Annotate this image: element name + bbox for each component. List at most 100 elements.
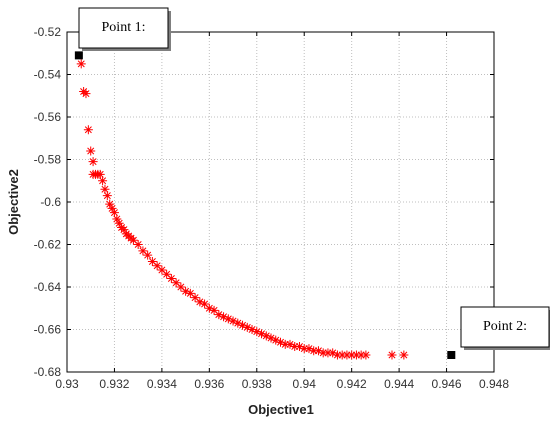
callout-box [78,7,169,49]
y-tick-label: -0.54 [34,68,62,82]
data-point [219,312,229,322]
y-tick-label: -0.52 [34,25,62,39]
x-tick-label: 0.938 [242,377,272,391]
callout-label: Point 1: [102,20,146,35]
data-point [304,344,314,354]
data-point [166,274,176,283]
data-point [309,346,319,356]
data-point [119,225,129,235]
data-point [112,214,122,224]
data-point [271,335,281,345]
data-point [152,261,162,271]
data-point [399,350,409,360]
x-axis-label: Objective1 [248,402,314,417]
x-tick-label: 0.948 [479,377,509,391]
data-point [238,320,248,330]
data-point [342,350,352,360]
data-point [133,240,143,249]
axis-ticks: 0.93 0.932 0.934 0.936 0.938 0.94 0.942 0.944 0.… [34,25,510,391]
data-point [214,310,224,320]
y-tick-label: -0.62 [34,238,62,252]
data-point [181,286,191,296]
data-point [252,327,262,337]
data-point [337,350,347,360]
x-tick-label: 0.942 [337,377,367,391]
grid-lines [66,31,495,373]
data-point [176,282,186,292]
data-point [242,322,252,332]
y-tick-label: -0.66 [34,323,62,337]
data-point [299,344,309,354]
data-point [294,342,304,351]
data-point [76,59,86,69]
x-tick-label: 0.934 [147,377,177,391]
extreme-point-marker [74,51,83,60]
callout-box [460,306,550,348]
data-point [98,176,108,186]
data-point [261,331,271,341]
data-point [247,325,257,334]
data-point [328,348,338,358]
data-point [200,299,210,309]
y-axis-label: Objective2 [6,169,21,235]
data-point [257,329,267,339]
data-point [185,288,195,298]
data-point [105,199,115,209]
callout-point-1: Point 1: [78,7,171,51]
x-tick-label: 0.944 [384,377,414,391]
y-tick-label: -0.64 [34,280,62,294]
data-point [361,350,371,360]
data-point [171,278,181,288]
data-point [318,348,328,358]
y-tick-label: -0.58 [34,153,62,167]
data-point [313,346,323,356]
x-tick-label: 0.93 [55,377,79,391]
data-point [88,157,98,167]
data-point [387,350,397,360]
data-point [332,350,342,360]
data-point [109,208,119,218]
y-tick-label: -0.68 [34,365,62,379]
data-point [223,314,233,324]
data-point [100,184,110,194]
data-point [347,350,357,360]
x-tick-label: 0.932 [99,377,129,391]
y-tick-label: -0.56 [34,110,62,124]
data-point [290,342,300,351]
data-point [351,350,361,360]
data-point [83,125,93,135]
data-point [86,146,96,156]
data-point [157,265,167,275]
data-point [228,316,238,326]
data-point [81,89,91,99]
extreme-point-marker [447,351,456,359]
data-point [128,235,138,245]
callout-label: Point 2: [483,319,527,334]
data-point [143,250,153,260]
data-point [95,169,105,179]
data-point [107,203,117,213]
data-point [209,305,219,315]
data-point [147,257,157,266]
callout-point-2: Point 2: [460,306,550,350]
series-1 [74,51,456,359]
data-point [323,348,333,358]
data-point [195,297,205,307]
y-tick-label: -0.6 [40,195,61,209]
data-point [190,293,200,303]
data-point [233,318,243,328]
data-point [356,350,366,360]
data-point [266,333,276,343]
data-point [162,269,172,279]
data-series [74,51,456,360]
data-point [204,303,214,313]
x-tick-label: 0.94 [293,377,317,391]
series-0 [76,59,409,360]
data-point [276,337,285,347]
annotations: Point 1: Point 2: [78,7,550,350]
data-point [285,339,295,349]
data-point [102,191,112,201]
data-point [114,218,124,228]
x-tick-label: 0.936 [194,377,224,391]
